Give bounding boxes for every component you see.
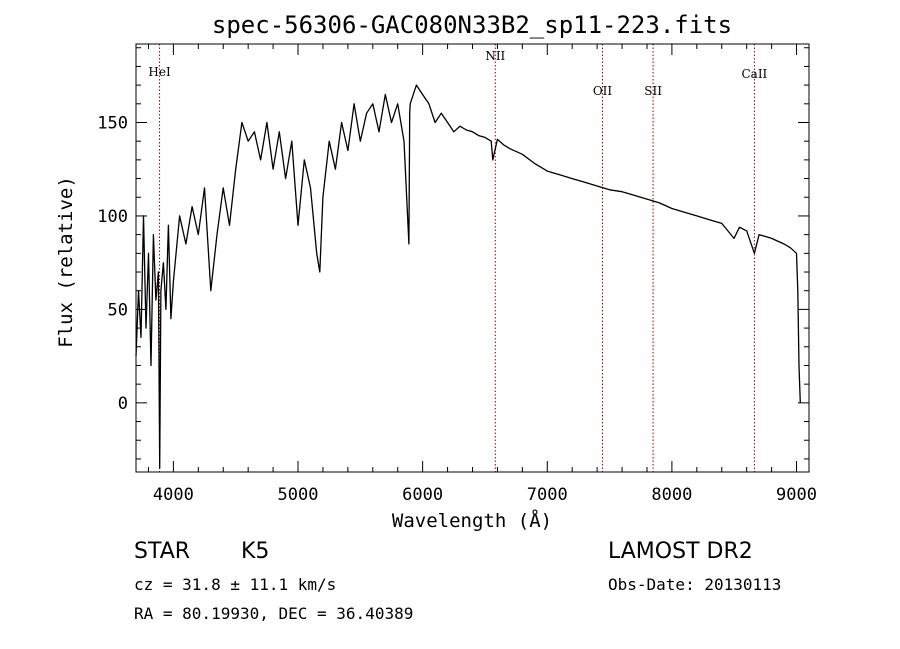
line-marker-label: NII: [485, 49, 505, 63]
redshift-readout: cz = 31.8 ± 11.1 km/s: [134, 575, 337, 594]
axes: 4000 5000 6000 7000 8000 9000 0 50 100 150: [97, 43, 817, 505]
y-tick-label: 100: [97, 207, 128, 227]
spectrum-line: [135, 84, 801, 469]
survey-name: LAMOST DR2: [608, 539, 753, 564]
x-tick-label: 6000: [402, 485, 443, 505]
line-marker-label: CaII: [741, 67, 767, 81]
x-tick-label: 8000: [651, 485, 692, 505]
plot-frame: [135, 43, 810, 473]
y-tick-label: 50: [108, 300, 128, 320]
x-tick-label: 4000: [153, 485, 194, 505]
x-axis-label: Wavelength (Å): [392, 509, 552, 532]
line-marker-label: HeI: [148, 65, 171, 79]
line-marker-label: SII: [644, 84, 662, 98]
line-markers: HeI NII OII SII CaII: [148, 44, 768, 472]
subclass: K5: [241, 539, 270, 564]
x-tick-label: 9000: [776, 485, 817, 505]
y-axis-label: Flux (relative): [55, 176, 77, 348]
chart-title: spec-56306-GAC080N33B2_sp11-223.fits: [212, 11, 732, 39]
line-marker-label: OII: [593, 84, 613, 98]
y-tick-label: 0: [118, 394, 128, 414]
x-tick-label: 7000: [527, 485, 568, 505]
coordinates-readout: RA = 80.19930, DEC = 36.40389: [134, 604, 414, 623]
y-tick-label: 150: [97, 113, 128, 133]
observation-date: Obs-Date: 20130113: [608, 575, 782, 594]
object-type: STAR: [134, 539, 191, 564]
x-tick-label: 5000: [278, 485, 319, 505]
